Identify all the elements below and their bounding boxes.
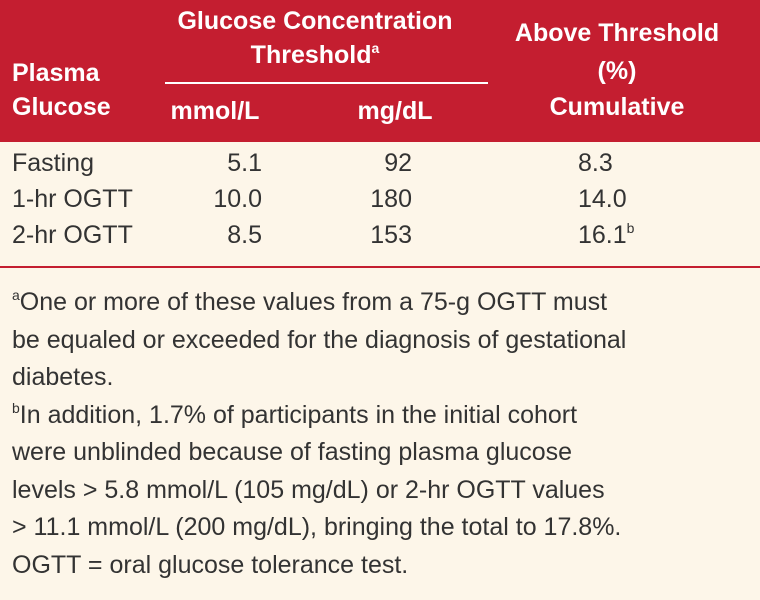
body-rule (0, 266, 760, 268)
footnote-marker: b (626, 220, 635, 236)
footnote-line: be equaled or exceeded for the diagnosis… (12, 325, 626, 355)
footnote-line: aOne or more of these values from a 75-g… (12, 287, 607, 317)
header-band (0, 0, 760, 142)
cell-value: 14.0 (578, 185, 627, 213)
footnote-text: were unblinded because of fasting plasma… (12, 438, 573, 466)
footnote-marker: a (371, 40, 380, 56)
footnote-text: > 11.1 mmol/L (200 mg/dL), bringing the … (12, 513, 622, 541)
header-label: Cumulative (549, 93, 685, 121)
cell: 16.1b (578, 220, 634, 250)
cell-value: 16.1 (578, 221, 627, 249)
footnote-text: be equaled or exceeded for the diagnosis… (12, 325, 627, 354)
unit-label: mmol/L (170, 97, 260, 125)
cell: 10.0 (213, 185, 262, 213)
cell: 92 (384, 149, 412, 177)
footnote-line: diabetes. (12, 362, 113, 392)
footnote-line: bIn addition, 1.7% of participants in th… (12, 400, 577, 430)
footnote-marker: b (12, 399, 20, 416)
group-title: Thresholda (251, 40, 380, 70)
group-title: Glucose Concentration (177, 7, 453, 35)
cell: 153 (370, 221, 412, 249)
footnote-text: One or more of these values from a 75-g … (19, 288, 608, 316)
cell: 14.0 (578, 184, 627, 214)
cell-value: 8.3 (578, 149, 613, 177)
footnote-text: levels > 5.8 mmol/L (105 mg/dL) or 2-hr … (12, 475, 605, 504)
footnote-line: > 11.1 mmol/L (200 mg/dL), bringing the … (12, 512, 621, 542)
footnote-text: In addition, 1.7% of participants in the… (19, 400, 578, 429)
header-label: (%) (597, 57, 637, 85)
group-title-text: Threshold (250, 41, 372, 69)
footnote-marker: a (12, 287, 20, 303)
header-label: Above Threshold (514, 19, 720, 47)
footnote-text: OGTT = oral glucose tolerance test. (12, 550, 409, 579)
cell: 8.3 (578, 148, 613, 178)
row-label: 2-hr OGTT (12, 221, 133, 249)
footnote-line: were unblinded because of fasting plasma… (12, 437, 572, 467)
header-label: Glucose (12, 93, 111, 121)
row-label: 1-hr OGTT (12, 185, 133, 213)
unit-label: mg/dL (357, 97, 433, 125)
cell: 8.5 (227, 221, 262, 249)
footnote-line: OGTT = oral glucose tolerance test. (12, 550, 408, 580)
row-label: Fasting (12, 149, 94, 177)
header-label: Plasma (12, 59, 100, 87)
cell: 180 (370, 185, 412, 213)
footnote-line: levels > 5.8 mmol/L (105 mg/dL) or 2-hr … (12, 475, 605, 505)
footnote-text: diabetes. (12, 363, 114, 391)
group-rule (165, 82, 488, 84)
cell: 5.1 (227, 149, 262, 177)
